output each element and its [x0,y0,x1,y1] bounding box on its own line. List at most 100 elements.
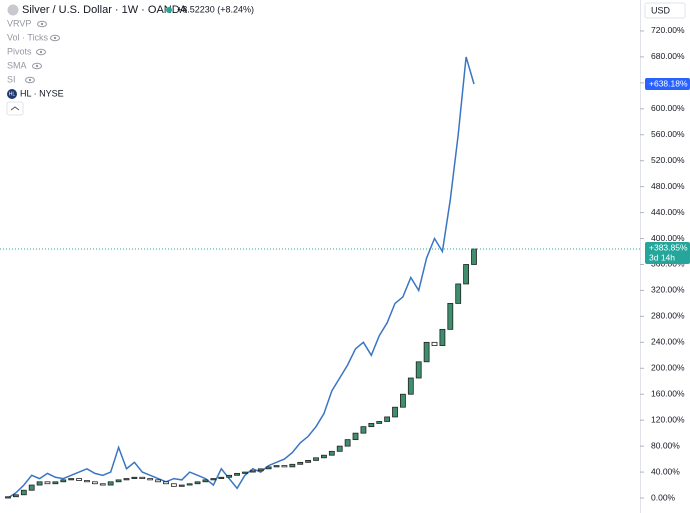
eye-pupil [40,22,44,26]
y-tick-label: 560.00% [651,129,685,139]
eye-icon[interactable] [25,76,35,84]
candle-body [352,432,359,441]
y-tick-label: 120.00% [651,414,685,424]
candle-body [439,328,446,346]
symbol-icon [7,4,19,16]
candle-body [328,450,335,456]
last-price-label: +383.85% [649,242,688,252]
candle-body [273,465,280,468]
indicator-label[interactable]: SI [7,74,16,84]
candle-body [305,459,312,463]
candle-body [218,476,225,479]
candle-body [242,471,248,474]
candle-body [60,479,67,483]
candle-body [463,264,470,285]
y-tick-label: 240.00% [651,337,685,347]
y-tick-label: 680.00% [651,51,685,61]
candle-body [447,303,454,330]
compare-badge [7,89,17,99]
candle-body [321,454,327,459]
y-tick-label: 400.00% [651,233,685,243]
y-tick-label: 200.00% [651,363,685,373]
candle-body [107,481,114,486]
candle-body [170,483,177,487]
candle-body [400,393,406,408]
candle-body [455,283,462,304]
candle-body [384,416,391,422]
indicator-label[interactable]: VRVP [7,18,31,28]
candle-body [76,478,82,481]
candle-body [91,481,98,485]
candle-body [431,341,438,346]
candle-body [5,496,11,499]
candle-body [155,479,161,483]
currency-label: USD [651,5,671,15]
eye-icon[interactable] [36,48,46,56]
candle-body [147,478,154,481]
candle-body [376,421,383,424]
status-dot [166,7,172,13]
candle-body [202,479,209,483]
last-value-box [645,78,690,91]
candle-body [186,483,193,486]
price-change: +8.52230 (+8.24%) [177,4,254,14]
candle-body [163,481,169,485]
candle-body [336,445,343,452]
candle-body [281,465,288,468]
candle-body [44,481,51,485]
candle-body [313,457,319,461]
y-tick-label: 440.00% [651,207,685,217]
candle-body [99,483,106,486]
currency-button[interactable] [644,2,686,19]
candle-body [344,439,351,447]
candle-body [234,472,240,476]
candle-body [210,478,217,481]
candle-body [194,481,201,485]
line-series [7,56,475,499]
eye-pupil [39,50,43,54]
candle-body [415,361,422,379]
y-tick-label: 80.00% [651,440,680,450]
candle-body [12,494,19,498]
candle-body [289,463,296,468]
eye-pupil [53,36,57,40]
collapse-button[interactable] [6,101,24,116]
candle-body [407,377,414,395]
y-tick-label: 40.00% [651,466,680,476]
compare-label: HL · NYSE [20,88,64,98]
candle-body [368,423,375,428]
candle-body [28,484,35,491]
candle-body [471,248,477,265]
y-tick-label: 720.00% [651,25,685,35]
eye-pupil [35,64,39,68]
y-tick-label: 280.00% [651,311,685,321]
indicator-label[interactable]: Vol · Ticks [7,32,49,42]
candle-body [139,476,146,479]
candle-body [84,480,90,483]
chart-title: Silver / U.S. Dollar · 1W · OANDA [22,4,188,16]
eye-icon[interactable] [50,34,60,42]
candle-body [52,481,59,485]
y-tick-label: 320.00% [651,285,685,295]
eye-icon[interactable] [37,20,47,28]
y-tick-label: 480.00% [651,181,685,191]
compare-badge-text: HL [9,91,16,97]
candle-body [297,461,304,465]
candle-body [20,489,27,496]
y-tick-label: 520.00% [651,155,685,165]
indicator-label[interactable]: Pivots [7,46,32,56]
last-price-box [645,242,690,265]
candle-body [423,341,430,363]
chevron-icon [10,106,20,111]
candle-body [131,476,138,479]
candle-body [123,478,130,481]
candle-body [360,426,367,434]
candle-body [249,470,256,473]
candle-body [36,481,43,486]
indicator-label[interactable]: SMA [7,60,27,70]
eye-icon[interactable] [32,62,42,70]
last-value-label: +638.18% [649,78,688,88]
countdown-label: 3d 14h [649,252,675,262]
